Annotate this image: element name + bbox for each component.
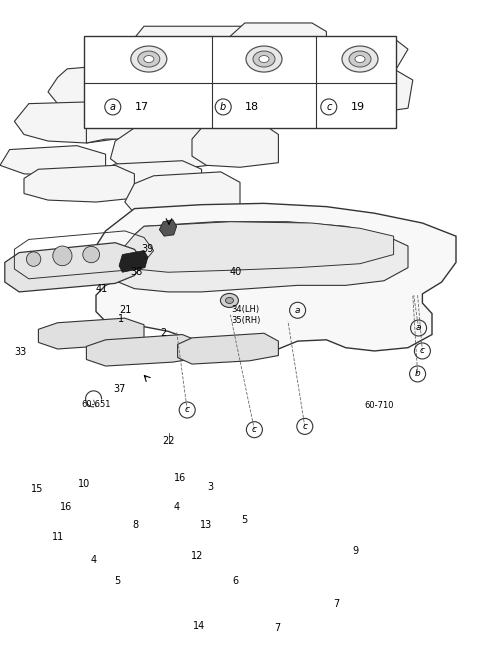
Polygon shape	[230, 23, 326, 64]
Polygon shape	[120, 97, 240, 134]
Ellipse shape	[220, 293, 239, 308]
Polygon shape	[96, 203, 456, 351]
Text: 60-651: 60-651	[81, 400, 111, 409]
Text: a: a	[295, 306, 300, 315]
Text: c: c	[420, 346, 425, 356]
Ellipse shape	[26, 252, 41, 266]
Bar	[84, 36, 396, 128]
Polygon shape	[159, 220, 177, 236]
Text: a: a	[110, 102, 116, 112]
Polygon shape	[48, 64, 154, 110]
Polygon shape	[298, 69, 413, 115]
Polygon shape	[173, 60, 288, 104]
Text: 3: 3	[207, 482, 213, 492]
Polygon shape	[0, 146, 106, 176]
Text: 5: 5	[114, 576, 121, 586]
Text: 15: 15	[31, 483, 44, 494]
Text: 40: 40	[229, 267, 241, 277]
Text: 2: 2	[160, 328, 167, 338]
Text: c: c	[302, 422, 307, 431]
Text: a: a	[416, 323, 421, 333]
Polygon shape	[192, 125, 278, 167]
Text: c: c	[252, 425, 257, 434]
Polygon shape	[125, 222, 394, 272]
Text: 37: 37	[113, 384, 125, 394]
Text: c: c	[326, 102, 332, 112]
Text: 22: 22	[163, 436, 175, 446]
Polygon shape	[86, 161, 202, 200]
Text: 16: 16	[174, 472, 186, 483]
Polygon shape	[5, 243, 144, 292]
Ellipse shape	[259, 56, 269, 62]
Text: 21: 21	[120, 304, 132, 315]
Text: 1: 1	[118, 314, 124, 325]
Text: 8: 8	[132, 520, 138, 530]
Text: 7: 7	[274, 623, 281, 633]
Polygon shape	[115, 222, 408, 292]
Text: 6: 6	[232, 576, 238, 586]
Text: 4: 4	[174, 502, 180, 512]
Ellipse shape	[226, 297, 233, 304]
Text: 19: 19	[350, 102, 365, 112]
Text: 4: 4	[91, 554, 96, 565]
Text: 10: 10	[78, 479, 90, 489]
Text: 14: 14	[193, 621, 205, 632]
Ellipse shape	[53, 246, 72, 266]
Text: 35(RH): 35(RH)	[231, 316, 261, 325]
Text: 11: 11	[51, 531, 64, 542]
Text: 12: 12	[191, 550, 203, 561]
Polygon shape	[38, 318, 144, 349]
Polygon shape	[312, 38, 408, 75]
Text: b: b	[415, 369, 420, 379]
Ellipse shape	[349, 51, 371, 67]
Ellipse shape	[144, 56, 154, 62]
Text: 60-710: 60-710	[364, 401, 394, 410]
Polygon shape	[119, 251, 148, 272]
Ellipse shape	[342, 46, 378, 72]
Text: 17: 17	[134, 102, 149, 112]
Ellipse shape	[131, 46, 167, 72]
Text: 16: 16	[60, 502, 72, 512]
Polygon shape	[86, 335, 202, 366]
Polygon shape	[14, 102, 115, 143]
Text: 39: 39	[142, 244, 154, 255]
Polygon shape	[120, 26, 269, 73]
Polygon shape	[106, 62, 202, 104]
Text: 38: 38	[131, 267, 143, 277]
Text: 18: 18	[245, 102, 259, 112]
Polygon shape	[110, 125, 230, 169]
Text: 13: 13	[200, 520, 213, 530]
Polygon shape	[125, 172, 240, 213]
Ellipse shape	[83, 247, 100, 262]
Polygon shape	[86, 100, 173, 143]
Ellipse shape	[138, 51, 160, 67]
Ellipse shape	[246, 46, 282, 72]
Text: b: b	[220, 102, 227, 112]
Text: 5: 5	[240, 515, 247, 525]
Polygon shape	[24, 165, 134, 202]
Text: c: c	[185, 405, 190, 415]
Ellipse shape	[355, 56, 365, 62]
Ellipse shape	[253, 51, 275, 67]
Text: 41: 41	[96, 283, 108, 294]
Polygon shape	[178, 333, 278, 364]
Text: 7: 7	[333, 598, 339, 609]
Text: 33: 33	[14, 347, 26, 358]
Text: 34(LH): 34(LH)	[232, 305, 260, 314]
Text: 9: 9	[352, 546, 358, 556]
